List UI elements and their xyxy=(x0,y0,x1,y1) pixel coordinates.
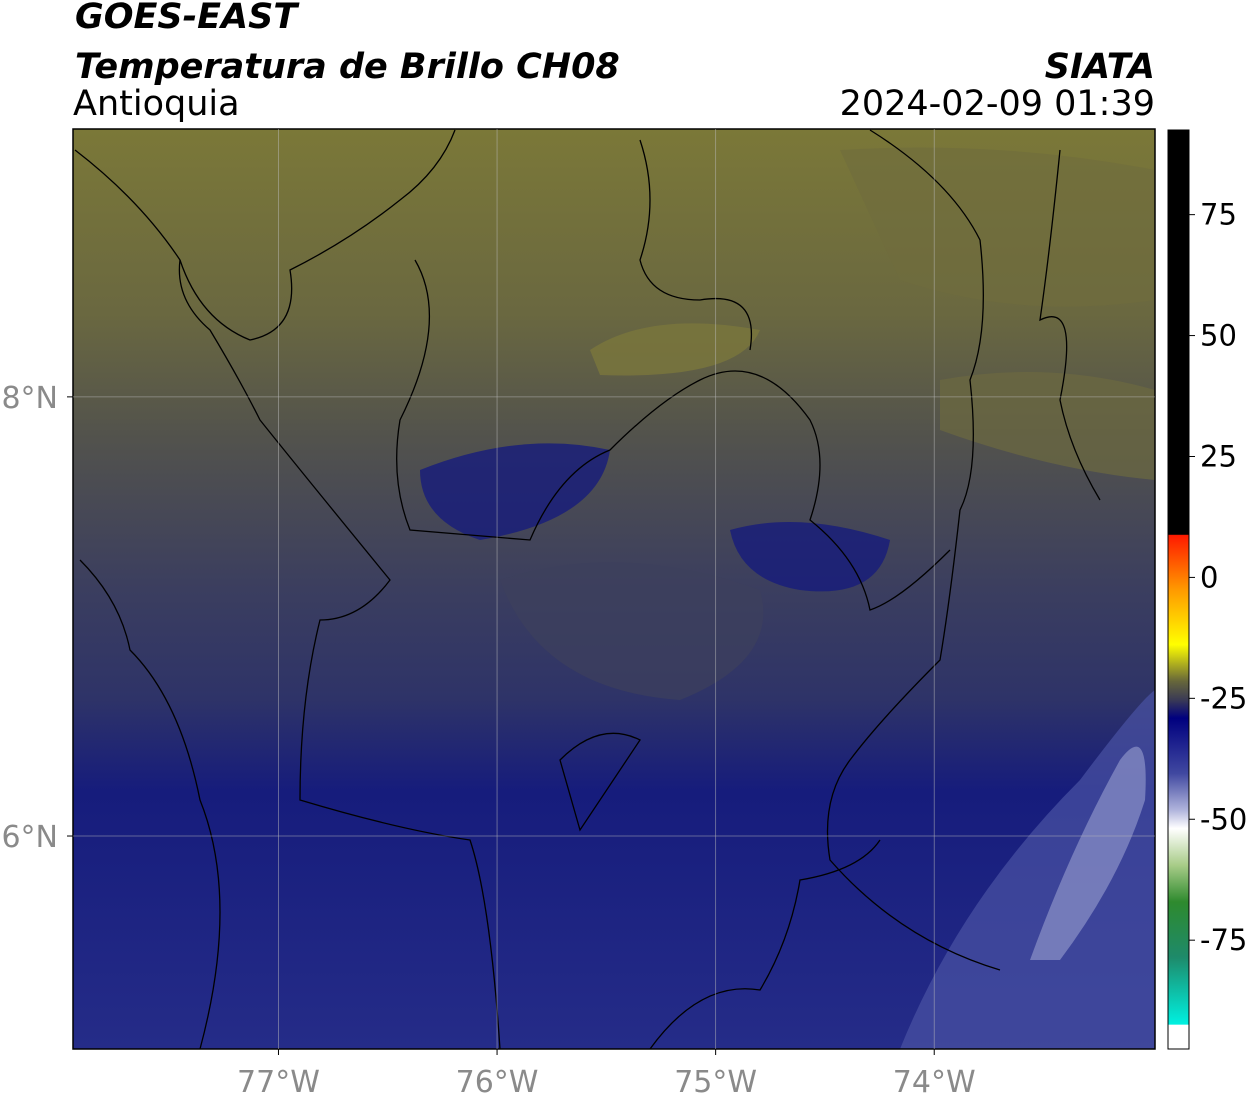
colorbar-tick-label: 0 xyxy=(1200,560,1218,594)
datetime: 2024-02-09 01:39 xyxy=(840,84,1155,124)
colorbar-tick-label: -75 xyxy=(1200,923,1247,957)
source: SIATA xyxy=(1045,47,1155,87)
colorbar-tick-label: 50 xyxy=(1200,319,1237,353)
y-tick-label: 8°N xyxy=(1,381,58,416)
x-tick-label: 75°W xyxy=(674,1065,757,1099)
colorbar-tick-label: 75 xyxy=(1200,198,1237,232)
map-frame xyxy=(72,128,1156,1050)
colorbar-tick-label: 25 xyxy=(1200,439,1237,473)
region: Antioquia xyxy=(73,84,240,124)
subtitle: Temperatura de Brillo CH08 xyxy=(75,47,620,87)
x-tick-label: 76°W xyxy=(456,1065,539,1099)
colorbar-tick-label: -25 xyxy=(1200,681,1247,715)
colorbar-tick-label: -50 xyxy=(1200,802,1247,836)
title: GOES-EAST xyxy=(75,0,300,37)
x-tick-label: 77°W xyxy=(237,1065,320,1099)
x-tick-label: 74°W xyxy=(893,1065,976,1099)
map-image xyxy=(73,129,1155,1049)
y-tick-label: 6°N xyxy=(1,820,58,855)
colorbar xyxy=(1167,129,1190,1050)
